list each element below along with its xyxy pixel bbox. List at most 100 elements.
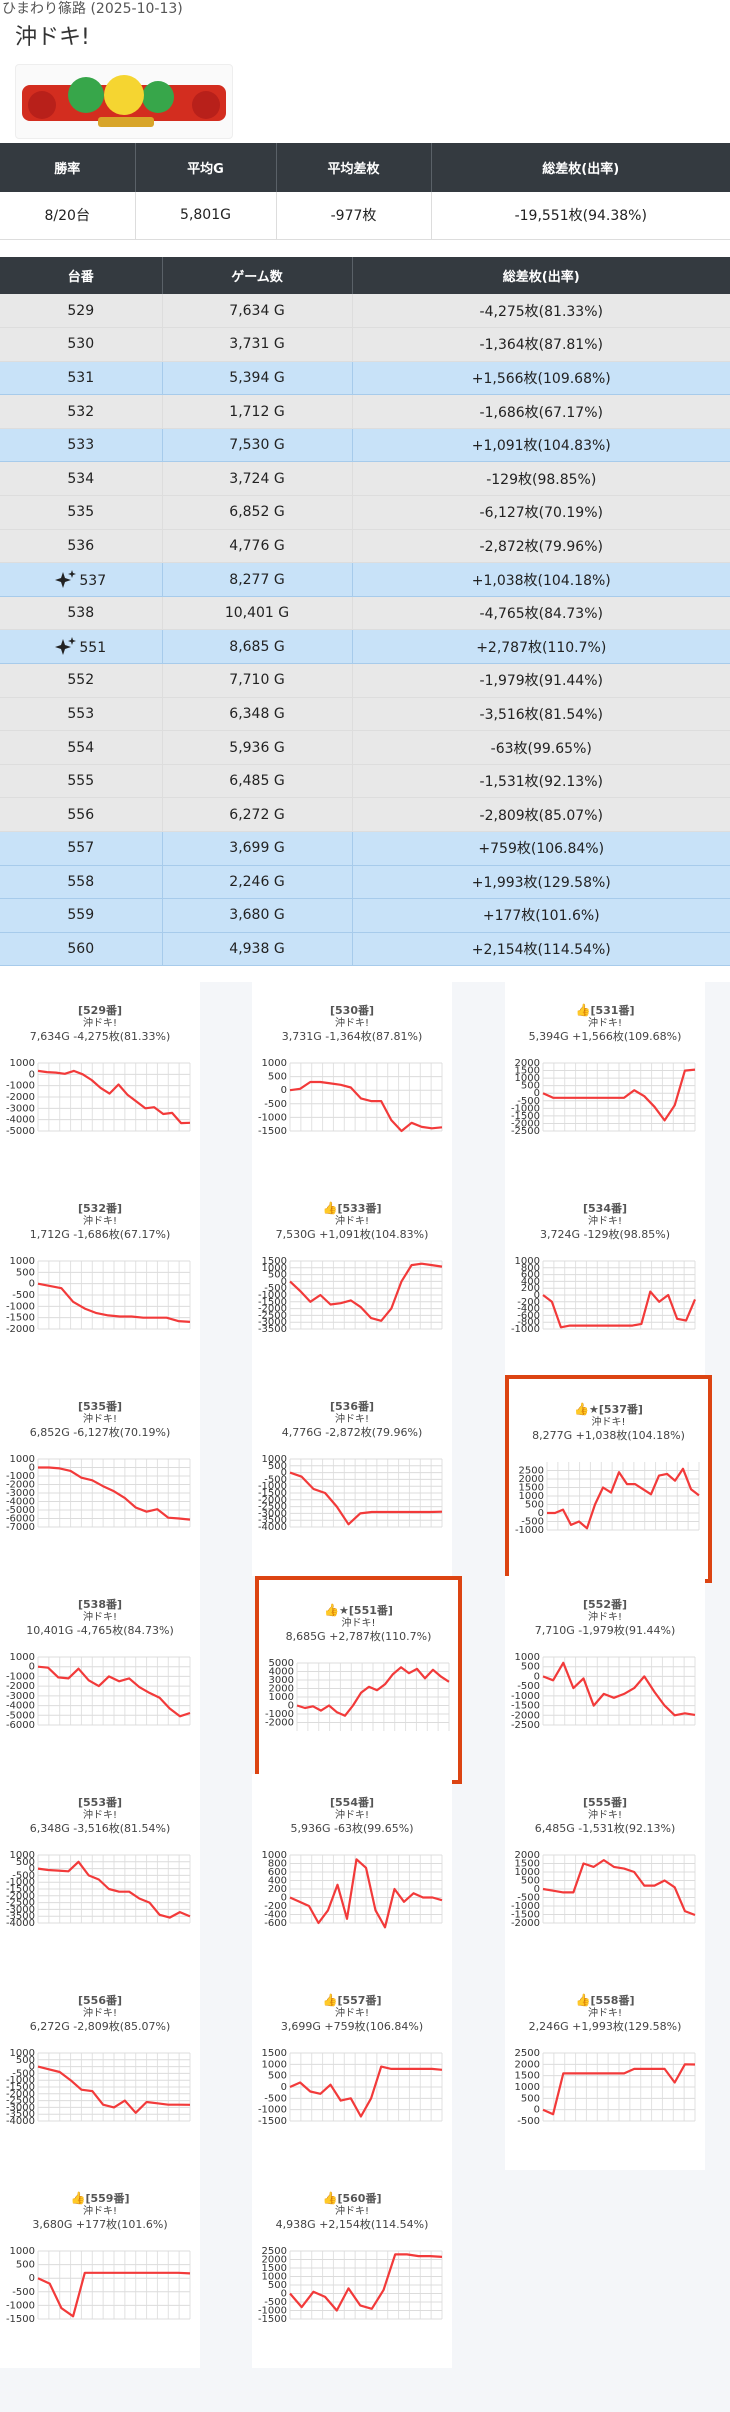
table-row[interactable]: 533 7,530 G +1,091枚(104.83%)	[0, 428, 730, 463]
chart-title-text: [555番]	[582, 1796, 628, 1809]
y-tick-label: -500	[517, 1096, 540, 1107]
chart-card[interactable]: [553番] 沖ドキ! 6,348G -3,516枚(81.54%) 1000 500 0…	[0, 1774, 200, 1972]
machine-no: 530	[67, 336, 95, 353]
chart-subtitle: 沖ドキ!	[587, 1216, 622, 1227]
y-tick-label: 0	[29, 2062, 35, 2073]
y-tick-label: -4000	[6, 1918, 35, 1929]
chart-card[interactable]: [535番] 沖ドキ! 6,852G -6,127枚(70.19%) 1000 0 -10…	[0, 1378, 200, 1576]
chart-title-text: [553番]	[77, 1796, 123, 1809]
chart-card[interactable]: 👍★[551番] 沖ドキ! 8,685G +2,787枚(110.7%) 5000 40…	[255, 1576, 462, 1784]
y-tick-label: 0	[281, 1276, 287, 1287]
table-row[interactable]: 537 8,277 G +1,038枚(104.18%)	[0, 562, 730, 597]
chart-card[interactable]: [555番] 沖ドキ! 6,485G -1,531枚(92.13%) 2000 1500…	[505, 1774, 705, 1972]
y-tick-label: 1000	[515, 2082, 540, 2093]
chart-subtitle: 沖ドキ!	[82, 1018, 117, 1029]
table-row[interactable]: 534 3,724 G -129枚(98.85%)	[0, 461, 730, 497]
table-row[interactable]: 530 3,731 G -1,364枚(87.81%)	[0, 327, 730, 362]
y-tick-label: 2000	[262, 2255, 287, 2266]
chart-title: [538番]	[0, 1598, 200, 1611]
chart-card[interactable]: 👍[557番] 沖ドキ! 3,699G +759枚(106.84%) 1500 1000…	[252, 1972, 452, 2170]
chart-stats: 6,348G -3,516枚(81.54%)	[29, 1822, 171, 1835]
machine-no: 532	[67, 403, 95, 420]
thumbs-up-icon: 👍	[322, 1993, 338, 2007]
table-row[interactable]: 529 7,634 G -4,275枚(81.33%)	[0, 294, 730, 329]
table-row[interactable]: 555 6,485 G -1,531枚(92.13%)	[0, 764, 730, 799]
table-row[interactable]: 536 4,776 G -2,872枚(79.96%)	[0, 529, 730, 564]
chart-card[interactable]: [530番] 沖ドキ! 3,731G -1,364枚(87.81%) 1000 500 0…	[252, 982, 452, 1180]
y-tick-label: -2000	[6, 1480, 35, 1491]
y-tick-label: 0	[534, 1088, 540, 1099]
y-tick-label: 2000	[515, 1850, 540, 1861]
y-tick-label: 2000	[515, 1058, 540, 1069]
chart-card[interactable]: 👍[531番] 沖ドキ! 5,394G +1,566枚(109.68%) 2000 15…	[505, 982, 705, 1180]
table-row[interactable]: 552 7,710 G -1,979枚(91.44%)	[0, 663, 730, 698]
chart-title-text: [535番]	[77, 1400, 123, 1413]
y-tick-label: -2500	[258, 1310, 287, 1321]
diff-cell: -1,531枚(92.13%)	[352, 764, 730, 799]
machine-no-cell: 535	[0, 495, 163, 530]
chart-card[interactable]: [554番] 沖ドキ! 5,936G -63枚(99.65%) 1000 800 600 4…	[252, 1774, 452, 1972]
diff-cell: +1,566枚(109.68%)	[352, 361, 730, 396]
chart-subtitle: 沖ドキ!	[591, 1417, 626, 1428]
machine-no-cell: 554	[0, 730, 163, 765]
table-row[interactable]: 556 6,272 G -2,809枚(85.07%)	[0, 797, 730, 832]
table-row[interactable]: 554 5,936 G -63枚(99.65%)	[0, 730, 730, 765]
chart-subtitle: 沖ドキ!	[587, 1018, 622, 1029]
chart-card[interactable]: 👍[559番] 沖ドキ! 3,680G +177枚(101.6%) 1000 500 0 -…	[0, 2170, 200, 2368]
y-tick-label: -500	[517, 1893, 540, 1904]
diff-cell: -6,127枚(70.19%)	[352, 495, 730, 530]
y-tick-label: -2000	[258, 1495, 287, 1506]
chart-title-text: [537番]	[598, 1403, 643, 1416]
table-row[interactable]: 538 10,401 G -4,765枚(84.73%)	[0, 596, 730, 631]
series-line	[542, 1068, 696, 1122]
y-tick-label: 0	[534, 1884, 540, 1895]
table-row[interactable]: 558 2,246 G +1,993枚(129.58%)	[0, 865, 730, 900]
chart-card[interactable]: [552番] 沖ドキ! 7,710G -1,979枚(91.44%) 1000 500 0…	[505, 1576, 705, 1774]
thumbs-up-icon: 👍	[322, 1201, 338, 1215]
games-cell: 6,272 G	[162, 797, 353, 832]
chart-card[interactable]: [529番] 沖ドキ! 7,634G -4,275枚(81.33%) 1000 0 -10…	[0, 982, 200, 1180]
y-tick-label: 1500	[515, 2071, 540, 2082]
chart-card[interactable]: 👍[558番] 沖ドキ! 2,246G +1,993枚(129.58%) 2500 20…	[505, 1972, 705, 2170]
y-tick-label: -3000	[6, 2102, 35, 2113]
chart-card[interactable]: [538番] 沖ドキ! 10,401G -4,765枚(84.73%) 1000 0 -1…	[0, 1576, 200, 1774]
table-row[interactable]: 551 8,685 G +2,787枚(110.7%)	[0, 629, 730, 665]
y-tick-label: 200	[268, 1884, 287, 1895]
machine-no: 533	[67, 437, 95, 454]
chart-card[interactable]: [534番] 沖ドキ! 3,724G -129枚(98.85%) 1000 800 600…	[505, 1180, 705, 1378]
chart-subtitle: 沖ドキ!	[587, 1810, 622, 1821]
machine-logo	[15, 64, 233, 139]
chart-card[interactable]: 👍★[537番] 沖ドキ! 8,277G +1,038枚(104.18%) 2500 2…	[505, 1375, 712, 1583]
y-tick-label: 800	[268, 1859, 287, 1870]
y-tick-label: 4000	[269, 1667, 294, 1678]
table-row[interactable]: 532 1,712 G -1,686枚(67.17%)	[0, 394, 730, 429]
y-tick-label: -3500	[258, 1515, 287, 1526]
table-row[interactable]: 535 6,852 G -6,127枚(70.19%)	[0, 495, 730, 530]
table-row[interactable]: 560 4,938 G +2,154枚(114.54%)	[0, 932, 730, 967]
table-row[interactable]: 553 6,348 G -3,516枚(81.54%)	[0, 697, 730, 732]
chart-card[interactable]: 👍[533番] 沖ドキ! 7,530G +1,091枚(104.83%) 1500 10…	[252, 1180, 452, 1378]
y-tick-label: -1000	[6, 1471, 35, 1482]
table-row[interactable]: 557 3,699 G +759枚(106.84%)	[0, 831, 730, 866]
chart-card[interactable]: [532番] 沖ドキ! 1,712G -1,686枚(67.17%) 1000 500 0…	[0, 1180, 200, 1378]
chart-card[interactable]: 👍[560番] 沖ドキ! 4,938G +2,154枚(114.54%) 2500 20…	[252, 2170, 452, 2368]
chart-card[interactable]: [536番] 沖ドキ! 4,776G -2,872枚(79.96%) 1000 500 0…	[252, 1378, 452, 1576]
y-tick-label: -6000	[6, 1514, 35, 1525]
chart-title-text: [534番]	[582, 1202, 628, 1215]
chart-subtitle: 沖ドキ!	[82, 2008, 117, 2019]
games-cell: 7,634 G	[162, 294, 353, 329]
chart-subtitle: 沖ドキ!	[334, 2206, 369, 2217]
series-line	[289, 1262, 443, 1322]
y-tick-label: 2500	[519, 1466, 544, 1477]
chart-stats: 4,938G +2,154枚(114.54%)	[275, 2218, 429, 2231]
machine-no: 558	[67, 873, 95, 890]
chart-card[interactable]: [556番] 沖ドキ! 6,272G -2,809枚(85.07%) 1000 500 0…	[0, 1972, 200, 2170]
y-tick-label: 1000	[10, 1058, 35, 1069]
chart-title: 👍★[537番]	[509, 1403, 708, 1417]
series-line	[289, 1471, 443, 1526]
table-row[interactable]: 531 5,394 G +1,566枚(109.68%)	[0, 361, 730, 396]
machine-no-cell: 552	[0, 663, 163, 698]
table-row[interactable]: 559 3,680 G +177枚(101.6%)	[0, 898, 730, 933]
